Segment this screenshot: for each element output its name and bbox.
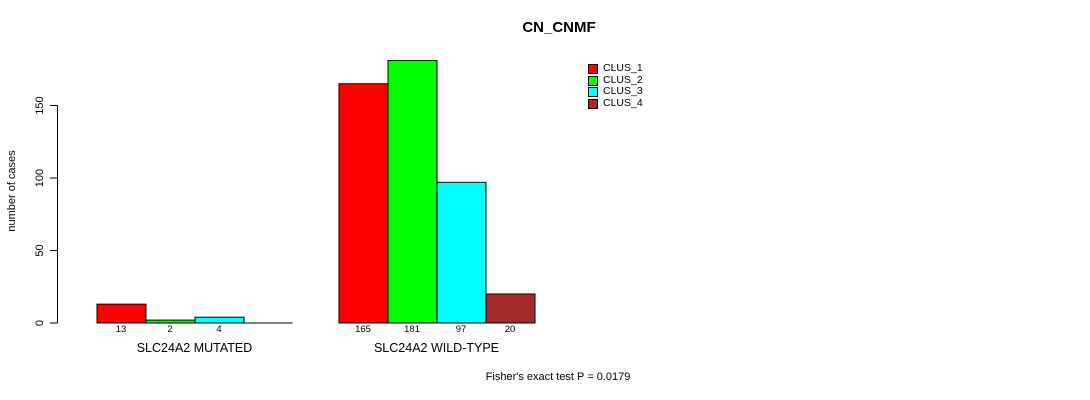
- bar-value-label: 165: [355, 324, 371, 335]
- bar-clus_4: [485, 293, 536, 324]
- y-tick-label: 50: [34, 244, 46, 256]
- statistical-test-footnote: Fisher's exact test P = 0.0179: [485, 371, 631, 383]
- legend-label: CLUS_2: [603, 73, 643, 86]
- y-axis-title: number of cases: [6, 150, 18, 232]
- legend-item-clus-4: CLUS_4: [588, 97, 643, 110]
- bar-clus_2: [145, 319, 196, 324]
- legend-swatch-clus-3-icon: [588, 87, 598, 98]
- y-tick-label: 0: [34, 320, 46, 326]
- legend-swatch-clus-2-icon: [588, 75, 598, 86]
- bar-value-label: 181: [404, 324, 420, 335]
- bar-value-label: 4: [216, 324, 221, 335]
- y-tick-label: 100: [34, 169, 46, 187]
- legend-item-clus-2: CLUS_2: [588, 73, 643, 87]
- y-tick-label: 150: [34, 96, 46, 114]
- x-group-label-mutated: SLC24A2 MUTATED: [136, 341, 253, 355]
- legend-swatch-clus-4-icon: [588, 98, 598, 109]
- legend-swatch-clus-1-icon: [588, 63, 598, 74]
- legend-label: CLUS_1: [603, 62, 643, 74]
- legend: CLUS_1 CLUS_2 CLUS_3 CLUS_4: [588, 62, 643, 110]
- chart-title: CN_CNMF: [522, 19, 596, 36]
- legend-label: CLUS_4: [603, 97, 643, 110]
- bar-value-label: 13: [116, 324, 127, 335]
- legend-item-clus-3: CLUS_3: [588, 86, 643, 98]
- legend-label: CLUS_3: [603, 85, 643, 98]
- bar-value-label: 97: [456, 324, 467, 335]
- x-group-label-wildtype: SLC24A2 WILD-TYPE: [373, 341, 500, 355]
- bar-clus_3: [194, 316, 245, 324]
- bar-clus_2: [387, 60, 438, 324]
- bar-value-label: 2: [167, 324, 172, 335]
- legend-item-clus-1: CLUS_1: [588, 62, 643, 75]
- bar-clus_1: [338, 83, 389, 324]
- bar-clus_3: [436, 181, 487, 324]
- bar-value-label: 20: [505, 324, 516, 335]
- bar-clus_1: [96, 303, 147, 324]
